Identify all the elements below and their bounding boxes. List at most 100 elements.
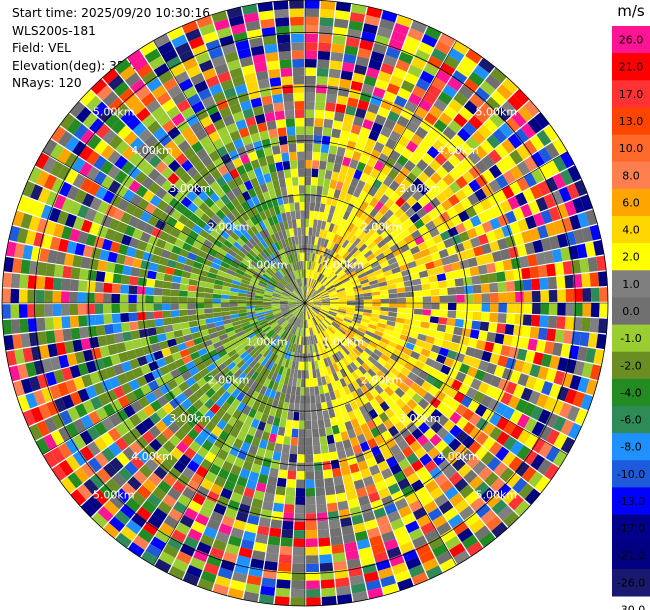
range-gate-cell bbox=[191, 267, 201, 275]
range-gate-cell bbox=[305, 117, 314, 127]
range-gate-cell bbox=[472, 311, 482, 321]
range-gate-cell bbox=[462, 170, 475, 184]
range-gate-cell bbox=[344, 355, 353, 365]
range-gate-cell bbox=[357, 47, 372, 59]
range-gate-cell bbox=[271, 297, 280, 301]
range-gate-cell bbox=[327, 85, 339, 95]
range-gate-cell bbox=[529, 266, 540, 279]
range-gate-cell bbox=[309, 288, 315, 297]
range-gate-cell bbox=[582, 303, 592, 317]
range-gate-cell bbox=[173, 221, 185, 232]
range-gate-cell bbox=[317, 177, 325, 187]
range-gate-cell bbox=[307, 310, 311, 319]
range-gate-cell bbox=[235, 511, 249, 523]
range-gate-cell bbox=[460, 395, 473, 408]
range-gate-cell bbox=[369, 388, 380, 398]
range-gate-cell bbox=[242, 460, 253, 472]
range-gate-cell bbox=[164, 390, 176, 402]
range-gate-cell bbox=[464, 285, 474, 294]
range-gate-cell bbox=[246, 291, 256, 296]
range-gate-cell bbox=[142, 478, 157, 493]
range-gate-cell bbox=[441, 199, 453, 211]
range-gate-cell bbox=[181, 328, 192, 336]
range-gate-cell bbox=[451, 234, 462, 246]
range-gate-cell bbox=[384, 502, 398, 515]
range-gate-cell bbox=[303, 311, 305, 320]
range-gate-cell bbox=[312, 227, 317, 237]
range-gate-cell bbox=[569, 214, 582, 230]
range-gate-cell bbox=[260, 277, 269, 284]
range-gate-cell bbox=[305, 303, 314, 304]
range-gate-cell bbox=[246, 169, 257, 180]
range-gate-cell bbox=[350, 582, 367, 594]
range-gate-cell bbox=[272, 324, 280, 332]
range-gate-cell bbox=[301, 277, 304, 287]
range-gate-cell bbox=[390, 518, 405, 531]
range-gate-cell bbox=[316, 285, 324, 292]
range-gate-cell bbox=[295, 386, 301, 396]
range-gate-cell bbox=[262, 191, 271, 201]
range-gate-cell bbox=[235, 119, 247, 131]
range-gate-cell bbox=[463, 78, 479, 93]
range-gate-cell bbox=[375, 345, 386, 354]
range-gate-cell bbox=[237, 265, 247, 273]
range-gate-cell bbox=[447, 303, 457, 311]
range-gate-cell bbox=[306, 597, 321, 606]
range-gate-cell bbox=[381, 530, 396, 543]
range-gate-cell bbox=[305, 303, 308, 311]
range-gate-cell bbox=[220, 194, 231, 205]
range-gate-cell bbox=[319, 228, 325, 238]
range-gate-cell bbox=[320, 276, 328, 285]
range-gate-cell bbox=[419, 119, 433, 133]
range-gate-cell bbox=[172, 480, 186, 494]
range-gate-cell bbox=[177, 494, 192, 508]
range-gate-cell bbox=[293, 309, 300, 316]
range-gate-cell bbox=[387, 316, 397, 322]
range-gate-cell bbox=[117, 125, 132, 140]
range-gate-cell bbox=[394, 276, 404, 284]
range-gate-cell bbox=[386, 279, 396, 286]
range-gate-cell bbox=[396, 223, 407, 234]
range-gate-cell bbox=[331, 381, 339, 391]
range-gate-cell bbox=[472, 460, 487, 475]
range-gate-cell bbox=[451, 360, 463, 371]
range-gate-cell bbox=[409, 440, 422, 453]
range-gate-cell bbox=[258, 10, 274, 21]
range-gate-cell bbox=[315, 92, 327, 102]
range-gate-cell bbox=[293, 227, 298, 237]
range-gate-cell bbox=[301, 370, 305, 379]
range-gate-cell bbox=[131, 56, 149, 72]
range-gate-cell bbox=[436, 426, 449, 440]
range-gate-cell bbox=[295, 288, 301, 297]
range-gate-cell bbox=[364, 110, 377, 122]
range-gate-cell bbox=[312, 296, 321, 300]
range-gate-cell bbox=[285, 274, 292, 283]
range-gate-cell bbox=[206, 518, 221, 531]
range-gate-cell bbox=[537, 147, 553, 164]
range-gate-cell bbox=[346, 364, 355, 374]
range-gate-cell bbox=[349, 158, 359, 170]
range-gate-cell bbox=[481, 220, 494, 233]
range-gate-cell bbox=[252, 235, 261, 245]
range-gate-cell bbox=[389, 180, 400, 192]
range-gate-cell bbox=[125, 202, 137, 216]
range-gate-cell bbox=[384, 407, 395, 419]
range-gate-cell bbox=[335, 235, 343, 245]
range-gate-cell bbox=[72, 140, 87, 157]
range-gate-cell bbox=[415, 257, 425, 267]
range-gate-cell bbox=[236, 476, 248, 488]
range-gate-cell bbox=[319, 203, 326, 213]
range-gate-cell bbox=[199, 427, 211, 440]
range-gate-cell bbox=[303, 294, 305, 303]
range-gate-cell bbox=[338, 423, 347, 433]
range-gate-cell bbox=[170, 310, 180, 318]
range-gate-cell bbox=[283, 275, 291, 284]
range-gate-cell bbox=[282, 160, 291, 170]
range-gate-cell bbox=[289, 305, 298, 309]
range-gate-cell bbox=[245, 20, 261, 32]
range-gate-cell bbox=[262, 273, 271, 281]
range-gate-cell bbox=[131, 513, 147, 528]
range-gate-cell bbox=[206, 490, 220, 503]
range-gate-cell bbox=[296, 352, 300, 362]
range-gate-cell bbox=[307, 252, 311, 262]
